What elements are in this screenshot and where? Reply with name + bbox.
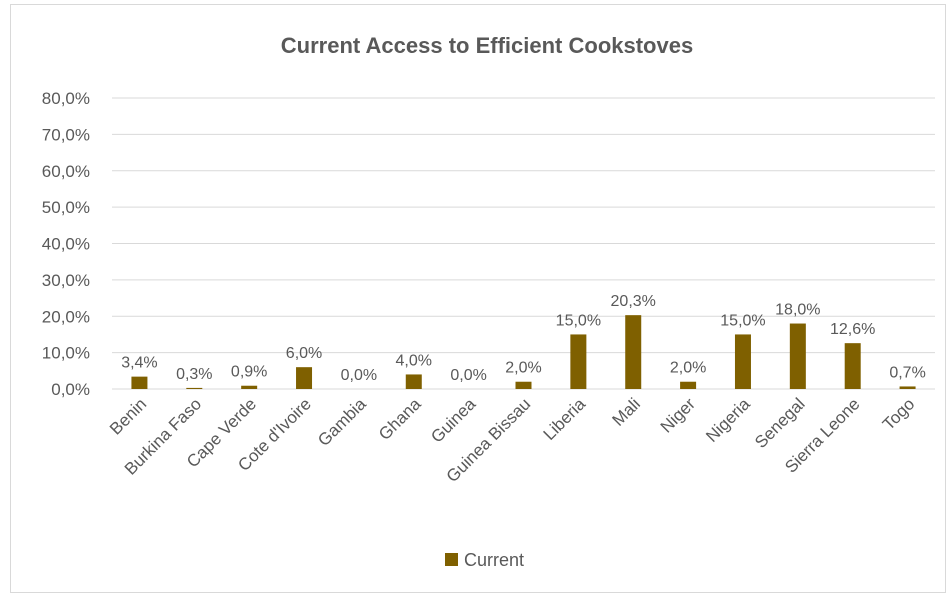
bar bbox=[296, 367, 313, 389]
x-tick-label: Gambia bbox=[314, 394, 370, 450]
bar bbox=[186, 387, 203, 389]
data-label: 0,0% bbox=[341, 367, 377, 384]
data-label: 12,6% bbox=[830, 321, 875, 338]
y-tick-label: 0,0% bbox=[51, 380, 90, 399]
x-tick-label: Liberia bbox=[540, 394, 590, 444]
legend-label: Current bbox=[464, 550, 524, 570]
bar bbox=[899, 386, 916, 389]
y-tick-label: 60,0% bbox=[42, 162, 90, 181]
data-label: 20,3% bbox=[611, 293, 656, 310]
bar bbox=[734, 334, 751, 389]
bar bbox=[844, 343, 861, 389]
bar bbox=[789, 323, 806, 389]
x-tick-label: Benin bbox=[106, 394, 150, 438]
x-tick-label: Togo bbox=[879, 394, 919, 434]
data-label: 15,0% bbox=[556, 312, 601, 329]
data-label: 2,0% bbox=[670, 360, 706, 377]
bar bbox=[515, 381, 532, 389]
x-tick-label: Nigeria bbox=[702, 394, 754, 446]
data-label: 2,0% bbox=[505, 360, 541, 377]
bar bbox=[405, 374, 422, 389]
bar bbox=[680, 381, 697, 389]
data-label: 0,3% bbox=[176, 366, 212, 383]
bar bbox=[131, 376, 148, 389]
y-tick-label: 70,0% bbox=[42, 125, 90, 144]
gridlines bbox=[112, 97, 935, 390]
data-label: 0,0% bbox=[450, 367, 486, 384]
x-tick-label: Ghana bbox=[375, 394, 425, 444]
data-label: 18,0% bbox=[775, 302, 820, 319]
bar bbox=[570, 334, 587, 389]
legend-swatch bbox=[445, 553, 458, 566]
x-tick-label: Mali bbox=[609, 394, 644, 429]
data-label: 0,7% bbox=[889, 364, 925, 381]
legend: Current bbox=[445, 550, 524, 570]
y-tick-label: 10,0% bbox=[42, 344, 90, 363]
data-label: 6,0% bbox=[286, 345, 322, 362]
chart-area bbox=[10, 4, 946, 593]
y-tick-label: 40,0% bbox=[42, 235, 90, 254]
y-axis-ticks: 0,0% 10,0% 20,0% 30,0% 40,0% 50,0% 60,0% 70,0% 8… bbox=[42, 89, 90, 399]
data-label: 15,0% bbox=[720, 312, 765, 329]
bar bbox=[625, 315, 642, 389]
data-labels: 3,4% 0,3% 0,9% 6,0% 0,0% 4,0% 0,0% 2,0% 15,0% 20,… bbox=[121, 293, 926, 384]
y-tick-label: 80,0% bbox=[42, 89, 90, 108]
x-tick-label: Guinea bbox=[427, 394, 480, 447]
y-tick-label: 20,0% bbox=[42, 307, 90, 326]
data-label: 0,9% bbox=[231, 364, 267, 381]
y-tick-label: 50,0% bbox=[42, 198, 90, 217]
bar bbox=[241, 385, 258, 389]
data-label: 3,4% bbox=[121, 355, 157, 372]
chart-title: Current Access to Efficient Cookstoves bbox=[281, 33, 693, 58]
bars bbox=[131, 315, 916, 389]
data-label: 4,0% bbox=[396, 352, 432, 369]
y-tick-label: 30,0% bbox=[42, 271, 90, 290]
x-tick-label: Niger bbox=[657, 394, 699, 436]
